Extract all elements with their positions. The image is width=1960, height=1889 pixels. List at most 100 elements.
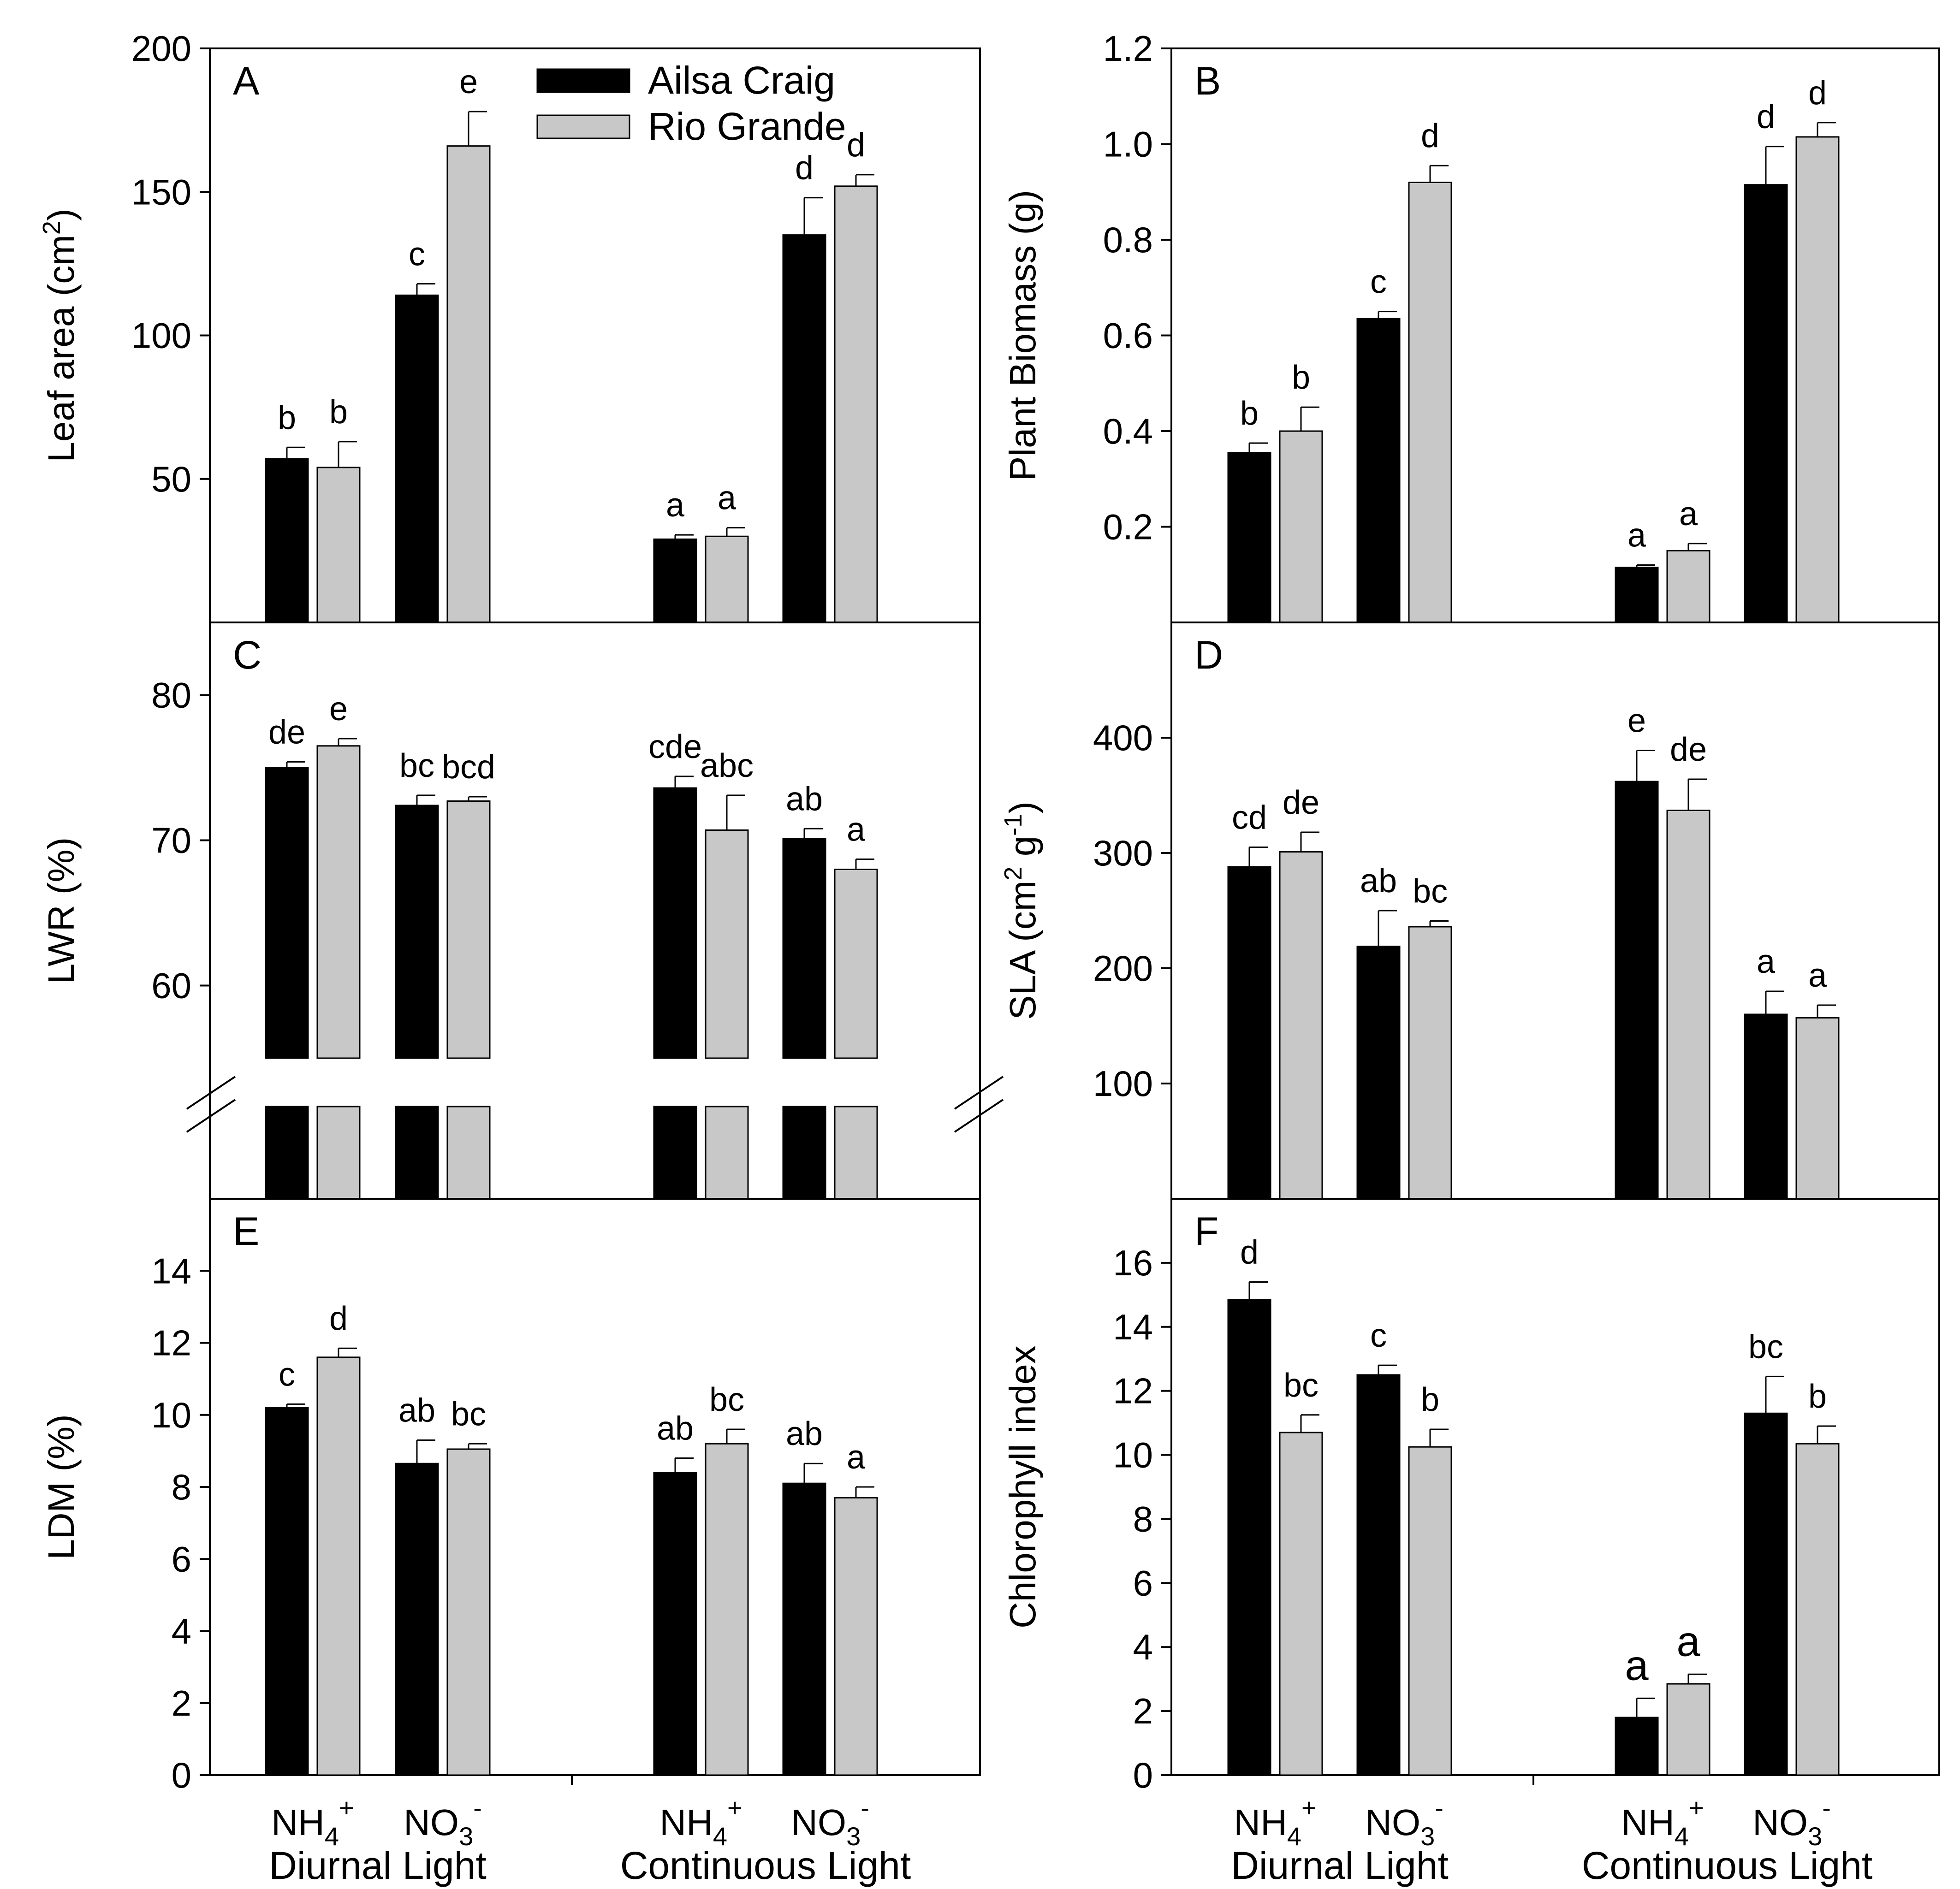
- bar-ailsa-craig: [1615, 1717, 1659, 1776]
- x-category-sub: 4: [1287, 1822, 1301, 1851]
- bar-rio-grande: [1408, 1446, 1452, 1776]
- y-tick-label: 2: [172, 1683, 191, 1723]
- significance-letter: a: [1676, 1618, 1700, 1665]
- bar-ailsa-craig: [1227, 1299, 1271, 1776]
- y-axis-title-end: ): [1002, 801, 1043, 814]
- significance-letter: a: [1625, 1642, 1649, 1689]
- y-axis-title-text: LWR (%): [41, 837, 82, 984]
- bar-rio-grande: [834, 869, 878, 1059]
- bar-ailsa-craig: [1227, 866, 1271, 1200]
- y-tick-label: 12: [1113, 1371, 1153, 1411]
- bar-rio-grande: [316, 1356, 361, 1776]
- bar-lower-segment: [705, 1106, 749, 1200]
- y-axis-title: SLA (cm2 g-1): [999, 801, 1043, 1020]
- x-category-sub: 3: [846, 1822, 861, 1851]
- y-tick-label: 8: [1133, 1498, 1153, 1539]
- legend-swatch-ailsa-craig: [536, 68, 630, 93]
- significance-letter: c: [1370, 1317, 1387, 1354]
- significance-letter: a: [847, 1439, 866, 1476]
- significance-letter: bc: [399, 747, 434, 784]
- x-category-sup: -: [473, 1793, 482, 1822]
- bar-ailsa-craig: [1356, 318, 1401, 623]
- bar-ailsa-craig: [782, 1482, 826, 1776]
- significance-letter: b: [329, 394, 348, 431]
- panel-label: F: [1194, 1209, 1219, 1254]
- y-tick-label: 2: [1133, 1691, 1153, 1731]
- y-tick-label: 0: [1133, 1755, 1153, 1795]
- y-tick-label: 14: [1113, 1307, 1153, 1347]
- y-tick-label: 200: [1093, 948, 1153, 989]
- significance-letter: a: [666, 487, 685, 524]
- y-tick-label: 50: [151, 459, 191, 499]
- y-axis-title-sup: 2: [38, 221, 65, 235]
- y-tick-label: 70: [151, 820, 191, 861]
- bar-rio-grande: [1795, 136, 1840, 623]
- y-tick-label: 0.8: [1103, 219, 1153, 260]
- significance-letter: a: [1808, 957, 1827, 994]
- panel-c: C 60 70 80 LWR (%) de bc cde ab e bcd abc a: [41, 622, 1004, 1200]
- bar-ailsa-craig: [1356, 1374, 1401, 1776]
- significance-letter: c: [279, 1356, 295, 1393]
- y-axis-title-sup: -1: [999, 814, 1027, 836]
- significance-letter: a: [847, 811, 866, 848]
- x-category-sub: 3: [1808, 1822, 1822, 1851]
- legend-label: Ailsa Craig: [648, 59, 835, 102]
- significance-letter: bcd: [442, 749, 495, 786]
- significance-letter: de: [1283, 784, 1319, 821]
- x-category-main: NH: [271, 1802, 325, 1843]
- y-tick-label: 12: [151, 1323, 191, 1363]
- significance-letter: b: [278, 399, 296, 436]
- significance-letter: ab: [786, 781, 823, 817]
- significance-letter: e: [459, 64, 478, 101]
- significance-letter: bc: [1413, 873, 1448, 910]
- significance-letter: bc: [1748, 1328, 1783, 1365]
- bar-ailsa-craig: [653, 538, 697, 623]
- bar-lower-segment: [446, 1106, 491, 1200]
- bar-rio-grande: [316, 467, 361, 623]
- bar-rio-grande: [1408, 926, 1452, 1200]
- x-category-main: NH: [1621, 1802, 1675, 1843]
- y-tick-label: 10: [151, 1395, 191, 1435]
- bar-ailsa-craig: [1744, 184, 1788, 623]
- significance-letter: a: [1627, 517, 1646, 554]
- significance-letter: ab: [786, 1415, 823, 1452]
- bar-ailsa-craig: [265, 767, 309, 1059]
- x-group-label: Continuous Light: [620, 1844, 911, 1887]
- x-category-main: NO: [1752, 1802, 1808, 1843]
- bar-ailsa-craig: [265, 1407, 309, 1776]
- y-tick-label: 0.2: [1103, 507, 1153, 547]
- y-axis-title-end: ): [41, 208, 82, 221]
- y-axis-title: Chlorophyll index: [1002, 1345, 1043, 1628]
- y-axis-title: Plant Biomass (g): [1002, 190, 1043, 481]
- x-category-main: NO: [1365, 1802, 1420, 1843]
- x-category-sub: 4: [713, 1822, 727, 1851]
- bar-ailsa-craig: [395, 294, 439, 623]
- y-axis-title-text: Leaf area (cm: [41, 235, 82, 462]
- x-group-label: Diurnal Light: [1231, 1844, 1449, 1887]
- y-axis-title: Leaf area (cm2): [38, 208, 82, 462]
- significance-letter: ab: [398, 1392, 435, 1429]
- significance-letter: e: [329, 691, 348, 728]
- x-category-sup: +: [727, 1793, 742, 1822]
- x-category-main: NO: [791, 1802, 846, 1843]
- panel-label: B: [1194, 59, 1221, 103]
- significance-letter: cde: [648, 728, 702, 765]
- bar-rio-grande: [446, 1448, 491, 1776]
- bar-lower-segment: [834, 1106, 878, 1200]
- bar-ailsa-craig: [1744, 1412, 1788, 1776]
- significance-letter: de: [268, 714, 305, 751]
- y-tick-label: 1.2: [1103, 28, 1153, 69]
- y-tick-label: 400: [1093, 717, 1153, 758]
- bar-rio-grande: [1408, 182, 1452, 623]
- significance-letter: a: [1757, 943, 1776, 980]
- y-tick-label: 300: [1093, 833, 1153, 873]
- significance-letter: bc: [1283, 1367, 1319, 1404]
- x-category-sup: +: [339, 1793, 354, 1822]
- bar-ailsa-craig: [1356, 946, 1401, 1200]
- bar-rio-grande: [705, 829, 749, 1059]
- x-category-sup: -: [861, 1793, 869, 1822]
- significance-letter: bc: [451, 1396, 486, 1433]
- y-tick-label: 4: [172, 1611, 191, 1652]
- y-tick-label: 8: [172, 1467, 191, 1507]
